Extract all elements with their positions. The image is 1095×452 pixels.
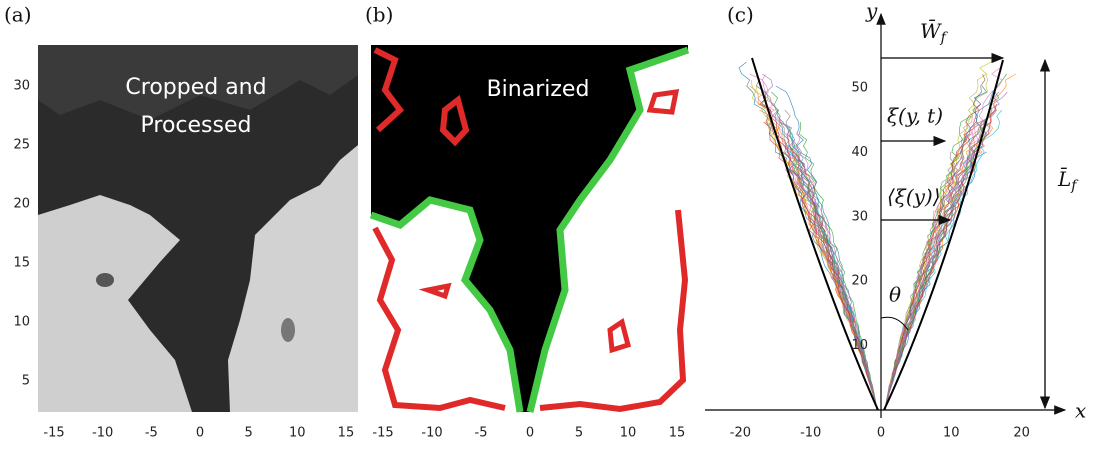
x-tick-label: -5 (145, 426, 158, 441)
boundary-red (372, 226, 506, 412)
photo-region (281, 318, 295, 342)
trajectory (884, 109, 997, 411)
panel-label: (c) (727, 3, 754, 27)
y-tick-label: 15 (13, 256, 30, 271)
angle-arc (880, 316, 909, 331)
trajectory (884, 121, 980, 411)
binary-region (530, 50, 688, 412)
boundary-red (539, 209, 689, 413)
y-tick-label: 25 (13, 138, 30, 153)
y-tick-label: 10 (13, 315, 30, 330)
boundary-red (607, 317, 632, 354)
x-tick-label: 10 (289, 426, 306, 441)
x-tick-label: 0 (196, 426, 204, 441)
panel-a: Cropped and Processed (a) (4, 3, 358, 412)
boundary-green (526, 46, 690, 413)
y-tick-label: 5 (22, 374, 30, 389)
x-tick-label: 5 (245, 426, 253, 441)
trajectory (792, 139, 878, 411)
panel-label: (a) (4, 3, 32, 27)
annotation-main: W̄ (920, 18, 942, 43)
boundary-red (373, 47, 405, 133)
trajectory (884, 91, 1000, 411)
annotation: ⟨ξ(y)⟩ (887, 185, 941, 209)
panel-title: Processed (141, 113, 252, 138)
x-tick-label: -10 (800, 426, 821, 441)
x-tick-label: 10 (943, 426, 960, 441)
boundary-green (369, 196, 524, 413)
y-tick-label: 40 (851, 145, 868, 160)
panel-b: Binarized (b) (365, 3, 690, 413)
annotation: ξ(y, t) (887, 104, 943, 128)
trajectory (749, 73, 878, 411)
y-tick-label: 50 (851, 81, 868, 96)
x-tick-label: -15 (372, 426, 393, 441)
y-tick-label: 10 (851, 338, 868, 353)
x-tick-label: 20 (1013, 426, 1030, 441)
x-tick-label: -5 (475, 426, 488, 441)
annotation-main: L̄ (1057, 166, 1071, 191)
mean-front (751, 57, 879, 411)
x-tick-label: -10 (92, 426, 113, 441)
panel-c: x y W̄f ξ(y, t) ⟨ξ(y)⟩ L̄f θ (c) (705, 0, 1086, 423)
panel-title: Cropped and (125, 75, 266, 100)
panel-title: Binarized (487, 77, 590, 102)
x-tick-label: 15 (338, 426, 355, 441)
x-tick-label: -10 (421, 426, 442, 441)
y-tick-label: 30 (851, 209, 868, 224)
y-tick-label: 20 (13, 197, 30, 212)
trajectories (738, 61, 1017, 411)
x-tick-label: 10 (620, 426, 637, 441)
mean-front (883, 59, 1004, 411)
photo-region (96, 273, 114, 287)
y-axis-label: y (865, 0, 878, 23)
x-tick-label: 15 (669, 426, 686, 441)
annotation-sub: f (940, 30, 949, 46)
y-tick-label: 30 (13, 79, 30, 94)
panel-label: (b) (365, 3, 393, 27)
boundary-red (418, 282, 452, 300)
binary-region (371, 200, 520, 412)
annotation: W̄f (920, 18, 949, 46)
boundary-red (439, 94, 470, 147)
photo-region (38, 45, 358, 120)
trajectory (884, 115, 988, 411)
photo-region (38, 195, 192, 412)
annotation: L̄f (1057, 166, 1079, 194)
x-axis-label: x (1075, 399, 1086, 423)
annotation: θ (889, 283, 901, 307)
photo-region (228, 145, 358, 412)
trajectory (884, 67, 1003, 411)
x-tick-label: -15 (43, 426, 64, 441)
x-tick-label: -20 (730, 426, 751, 441)
x-tick-label: 0 (877, 426, 885, 441)
x-tick-label: 5 (575, 426, 583, 441)
trajectory (782, 151, 878, 411)
boundary-red (646, 89, 680, 115)
y-tick-label: 20 (851, 274, 868, 289)
annotation-sub: f (1070, 178, 1079, 194)
x-tick-label: 0 (526, 426, 534, 441)
